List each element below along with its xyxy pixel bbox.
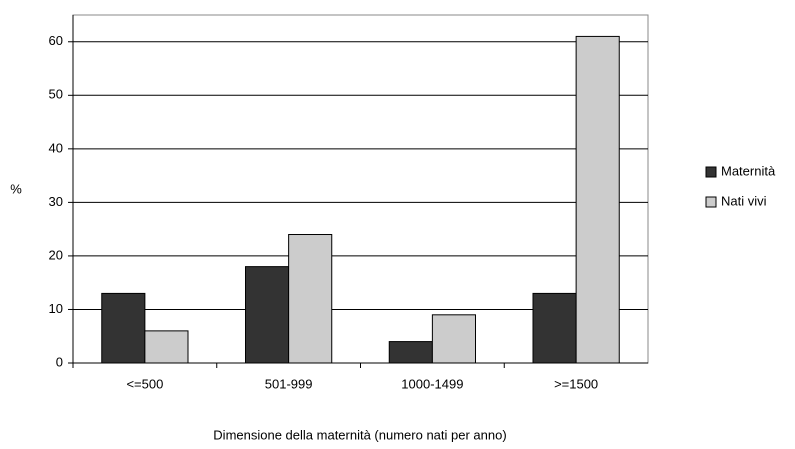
x-tick-label: <=500 [126,376,163,391]
x-tick-label: 1000-1499 [401,376,463,391]
bar [144,330,189,364]
y-tick-label: 30 [49,194,63,209]
legend-label: Nati vivi [721,193,767,208]
x-tick-label: >=1500 [554,376,598,391]
bar [245,266,290,364]
y-axis-label: % [10,181,22,196]
y-tick-label: 60 [49,33,63,48]
y-tick-label: 20 [49,247,63,262]
legend-label: Maternità [721,163,776,178]
bar [388,341,433,364]
y-tick-label: 40 [49,140,63,155]
legend-swatch [705,196,717,208]
x-axis-label: Dimensione della maternità (numero nati … [213,427,506,442]
legend-swatch [705,166,717,178]
bar [101,292,146,364]
y-tick-label: 10 [49,301,63,316]
bar [431,314,476,364]
y-tick-label: 50 [49,87,63,102]
y-tick-label: 0 [56,354,63,369]
x-tick-label: 501-999 [265,376,313,391]
bar [575,35,620,364]
bar [288,234,333,364]
bar [532,292,577,364]
